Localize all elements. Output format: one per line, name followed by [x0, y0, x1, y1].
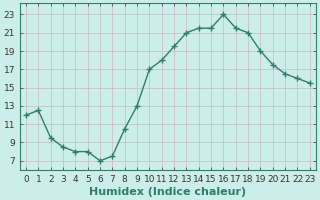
X-axis label: Humidex (Indice chaleur): Humidex (Indice chaleur) — [89, 187, 246, 197]
